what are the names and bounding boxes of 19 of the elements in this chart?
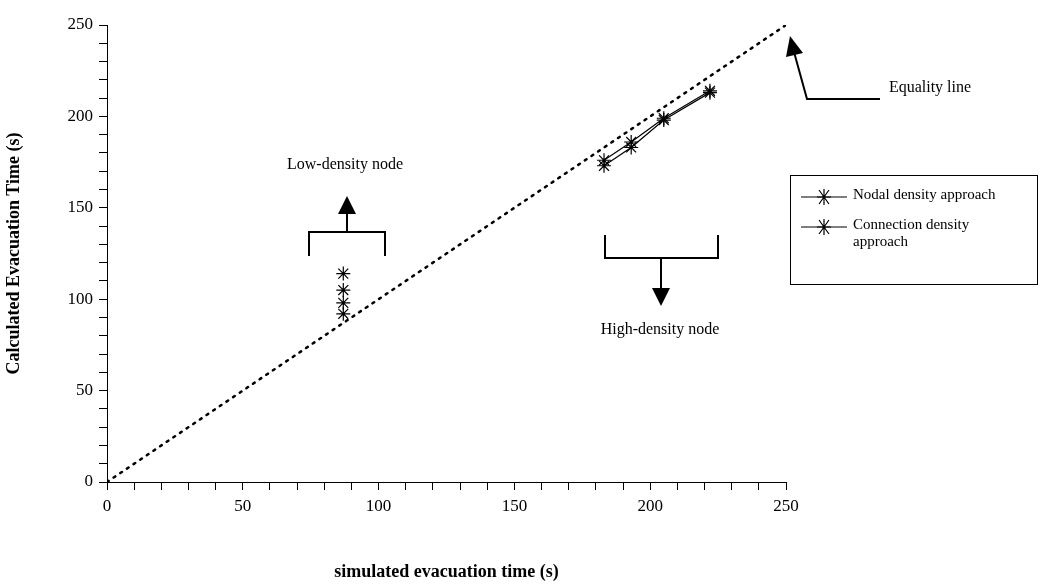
y-tick-label: 150 (67, 197, 93, 217)
x-tick-label: 0 (102, 495, 112, 515)
y-tick-label: 0 (84, 471, 93, 491)
annotation: Low-density node (287, 155, 403, 173)
x-tick-label: 250 (773, 495, 799, 515)
annotation: High-density node (600, 320, 720, 338)
text: Equality line (887, 78, 973, 96)
y-tick-label: 100 (67, 288, 93, 308)
y-axis-title: Calculated Evacuation Time (s) (3, 132, 25, 375)
x-tick-label: 150 (501, 495, 528, 515)
x-axis-title: simulated evacuation time (s) (334, 560, 559, 582)
x-tick-label: 50 (234, 495, 252, 515)
x-tick-label: 100 (365, 495, 392, 515)
legend-label: Nodal density approach (853, 186, 997, 203)
legend-label: Connection density approach (853, 216, 971, 250)
y-tick-label: 50 (76, 380, 93, 400)
x-tick-label: 200 (637, 495, 663, 515)
y-tick-label: 250 (67, 14, 93, 34)
y-tick-label: 200 (67, 105, 93, 125)
